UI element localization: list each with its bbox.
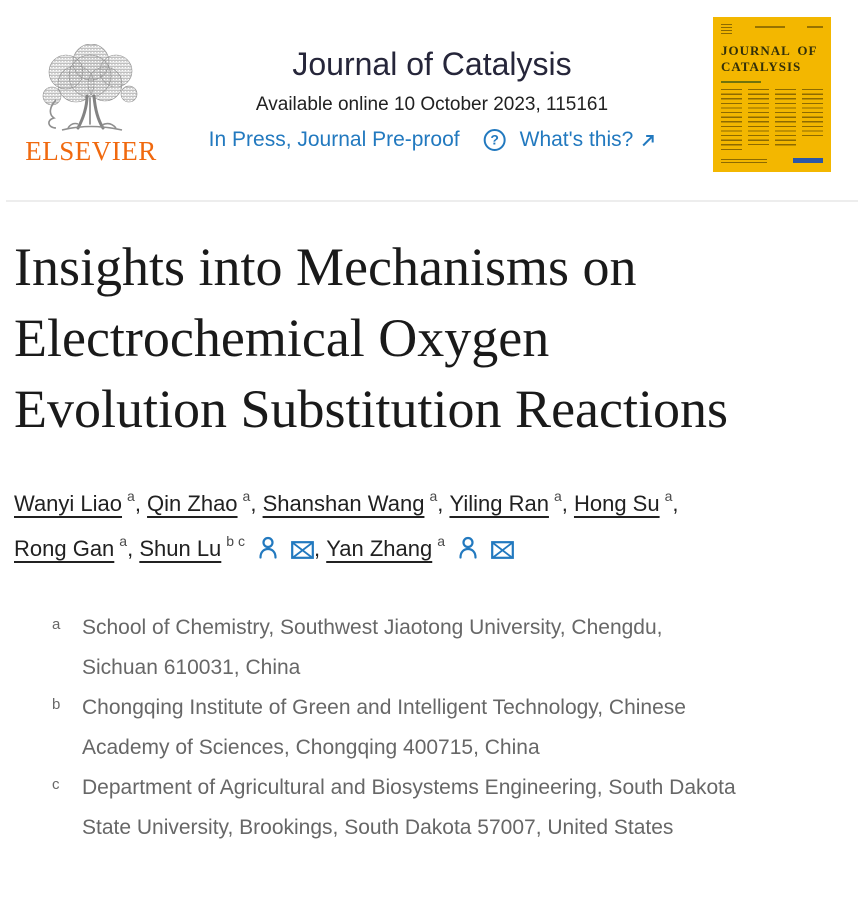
author: Rong Gan a,: [14, 532, 140, 561]
cover-issn-line: [807, 26, 823, 28]
affiliation-sup: c: [52, 776, 60, 793]
affiliation-row: a School of Chemistry, Southwest Jiaoton…: [52, 608, 844, 688]
cover-footer: [721, 158, 823, 163]
whats-this-label: What's this?: [519, 128, 634, 151]
author-separator: ,: [250, 491, 263, 516]
author-separator: ,: [134, 491, 148, 516]
author-name-link[interactable]: Shun Lu: [139, 536, 222, 561]
affiliation-list: a School of Chemistry, Southwest Jiaoton…: [52, 608, 844, 848]
author-icons: [245, 536, 314, 561]
header-divider: [6, 200, 858, 202]
author-separator: ,: [437, 491, 450, 516]
author-name-link[interactable]: Wanyi Liao: [14, 491, 123, 516]
author-affiliation-sup: a: [437, 532, 446, 549]
author: Yiling Ran a,: [449, 487, 574, 516]
cover-footer-text: [721, 159, 767, 163]
author-list: Wanyi Liao a, Qin Zhao a, Shanshan Wang a, …: [14, 481, 759, 574]
cover-journal-title: JOURNAL OF CATALYSIS: [721, 43, 818, 74]
author-name-link[interactable]: Rong Gan: [14, 536, 115, 561]
author-affiliation-sup: a: [242, 487, 251, 504]
article-title: Insights into Mechanisms on Electrochemi…: [14, 237, 728, 439]
author-affiliation-sup: a: [664, 487, 673, 504]
author-profile-icon[interactable]: [458, 529, 478, 574]
author-separator: ,: [127, 536, 140, 561]
author-icons: [445, 536, 514, 561]
author: Shanshan Wang a,: [262, 487, 450, 516]
journal-title[interactable]: Journal of Catalysis: [292, 46, 572, 82]
author-affiliation-sup: b c: [226, 532, 245, 549]
author: Wanyi Liao a,: [14, 487, 148, 516]
in-press-link[interactable]: In Press, Journal Pre-proof: [208, 128, 460, 151]
author-affiliation-sup: a: [429, 487, 438, 504]
author-separator: ,: [561, 491, 574, 516]
affiliation-text: Chongqing Institute of Green and Intelli…: [82, 696, 686, 759]
author-name-link[interactable]: Yan Zhang: [326, 536, 433, 561]
cover-editors-heading: [721, 81, 761, 83]
journal-info: Journal of Catalysis Available online 10…: [209, 44, 656, 154]
author: Qin Zhao a,: [147, 487, 263, 516]
availability-line: Available online 10 October 2023, 115161: [255, 94, 609, 115]
author-profile-icon[interactable]: [258, 529, 278, 574]
article-header: ELSEVIER Journal of Catalysis Available …: [0, 0, 864, 200]
author: Shun Lu b c,: [139, 532, 327, 561]
affiliation-row: b Chongqing Institute of Green and Intel…: [52, 688, 844, 768]
elsevier-logo-link[interactable]: ELSEVIER: [20, 44, 162, 166]
affiliation-text: Department of Agricultural and Biosystem…: [82, 776, 736, 839]
status-row: In Press, Journal Pre-proof ? What's thi…: [209, 126, 656, 154]
affiliation-sup: a: [52, 616, 61, 633]
author-separator: ,: [672, 491, 679, 516]
author: Hong Su a,: [573, 487, 679, 516]
author-separator: ,: [313, 536, 327, 561]
author-email-icon[interactable]: [491, 529, 514, 574]
affiliation-sup: b: [52, 696, 61, 713]
author-email-icon[interactable]: [291, 529, 314, 574]
author-name-link[interactable]: Yiling Ran: [449, 491, 549, 516]
elsevier-wordmark: ELSEVIER: [25, 136, 157, 166]
author-name-link[interactable]: Shanshan Wang: [262, 491, 425, 516]
sciencedirect-mark: [793, 158, 823, 163]
author-name-link[interactable]: Qin Zhao: [147, 491, 238, 516]
svg-text:?: ?: [490, 132, 499, 148]
author-affiliation-sup: a: [127, 487, 135, 504]
author-affiliation-sup: a: [119, 532, 128, 549]
cover-mini-logo: [721, 24, 732, 36]
author-name-link[interactable]: Hong Su: [573, 491, 660, 516]
external-link-arrow-icon: [642, 134, 654, 146]
whats-this-link[interactable]: What's this?: [520, 126, 656, 154]
affiliation-row: c Department of Agricultural and Biosyst…: [52, 768, 844, 848]
cover-editor-columns: [721, 89, 823, 153]
cover-volume-line: [754, 26, 785, 28]
question-mark-circle-icon[interactable]: ?: [483, 128, 507, 152]
affiliation-text: School of Chemistry, Southwest Jiaotong …: [82, 616, 663, 679]
elsevier-tree-icon: [42, 44, 138, 131]
journal-cover-thumbnail[interactable]: JOURNAL OF CATALYSIS: [713, 17, 831, 172]
author-affiliation-sup: a: [553, 487, 562, 504]
cover-masthead: [721, 24, 823, 37]
author: Yan Zhang a: [326, 532, 514, 561]
